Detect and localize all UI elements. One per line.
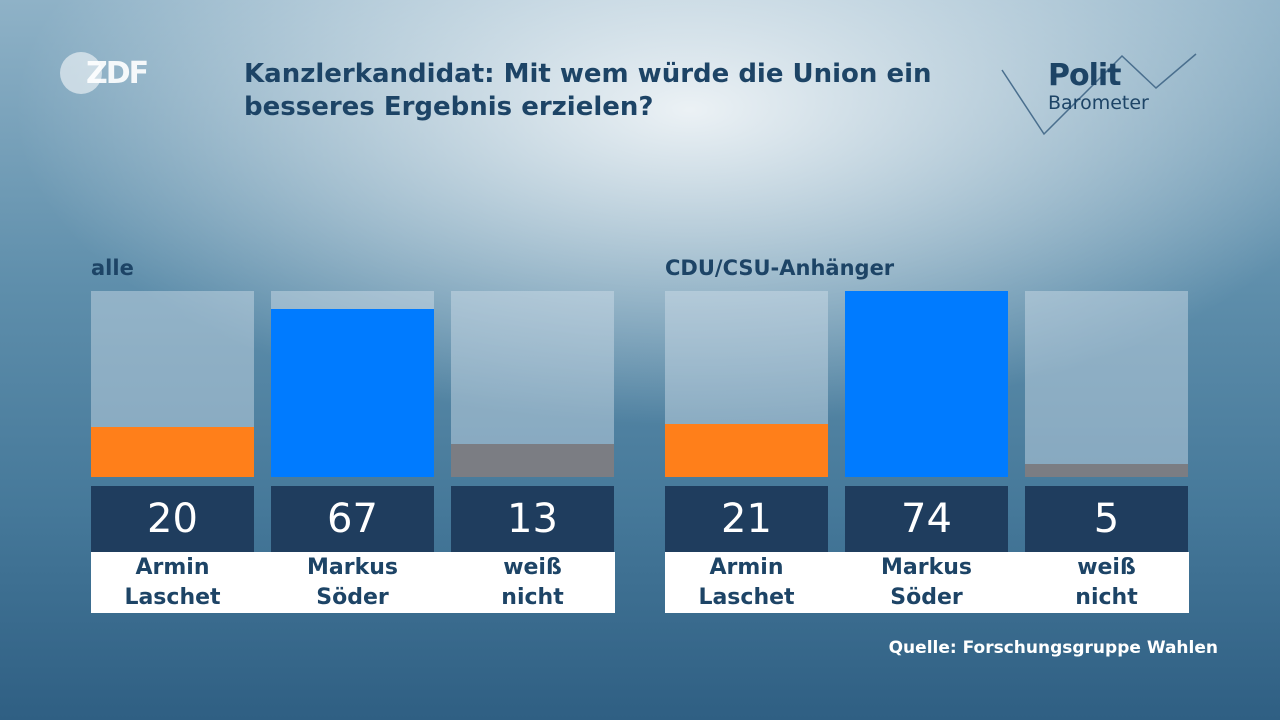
politbarometer-polit: Polit — [1048, 58, 1122, 93]
category-label-line-1-0-1: Laschet — [698, 585, 795, 610]
value-label-1-2: 5 — [1025, 486, 1188, 552]
bar-1-2 — [1025, 464, 1188, 477]
value-label-0-1: 67 — [271, 486, 434, 552]
bar-0-1 — [271, 308, 434, 477]
bar-1-0 — [665, 424, 828, 477]
politbarometer-line-icon — [1001, 53, 1197, 136]
politbarometer-logo: Polit Barometer — [1000, 48, 1200, 138]
zdf-logo: ZDF — [58, 50, 149, 96]
category-label-1-1: Markus Söder — [845, 552, 1008, 614]
category-label-1-0: Armin Laschet — [665, 552, 828, 614]
politbarometer-barometer: Barometer — [1048, 92, 1149, 114]
category-label-line-0-0-1: Laschet — [124, 585, 221, 610]
bar-slot-0-1 — [271, 291, 434, 477]
bar-slot-1-2 — [1025, 291, 1188, 477]
chart-title: Kanzlerkandidat: Mit wem würde die Union… — [244, 59, 932, 122]
category-label-line-1-0-0: Armin — [709, 555, 784, 580]
category-label-line-0-2-1: nicht — [501, 585, 564, 610]
value-label-0-0: 20 — [91, 486, 254, 552]
source-note: Quelle: Forschungsgruppe Wahlen — [888, 638, 1218, 658]
category-label-0-0: Armin Laschet — [91, 552, 254, 614]
bar-slot-1-0 — [665, 291, 828, 477]
category-label-line-0-2-0: weiß — [503, 555, 562, 580]
bar-slot-1-1 — [845, 291, 1008, 477]
group-label-cdu-csu: CDU/CSU-Anhänger — [665, 256, 895, 280]
category-label-1-2: weiß nicht — [1025, 552, 1188, 614]
category-label-line-1-1-1: Söder — [890, 585, 963, 610]
bar-slot-0-2 — [451, 291, 614, 477]
group-label-alle: alle — [91, 256, 134, 280]
bar-0-0 — [91, 426, 254, 477]
category-label-line-1-2-0: weiß — [1077, 555, 1136, 580]
category-label-0-1: Markus Söder — [271, 552, 434, 614]
category-label-line-1-1-0: Markus — [881, 555, 972, 580]
bar-0-2 — [451, 444, 614, 477]
value-label-1-1: 74 — [845, 486, 1008, 552]
zdf-logo-text: ZDF — [86, 56, 149, 91]
value-label-1-0: 21 — [665, 486, 828, 552]
category-label-0-2: weiß nicht — [451, 552, 614, 614]
bar-slot-0-0 — [91, 291, 254, 477]
category-label-line-0-1-0: Markus — [307, 555, 398, 580]
name-strip-alle — [91, 552, 615, 613]
value-label-0-2: 13 — [451, 486, 614, 552]
name-strip-cdu-csu — [665, 552, 1189, 613]
category-label-line-0-0-0: Armin — [135, 555, 210, 580]
zdf-logo-disc — [60, 52, 102, 94]
category-label-line-1-2-1: nicht — [1075, 585, 1138, 610]
bar-1-1 — [845, 291, 1008, 477]
category-label-line-0-1-1: Söder — [316, 585, 389, 610]
